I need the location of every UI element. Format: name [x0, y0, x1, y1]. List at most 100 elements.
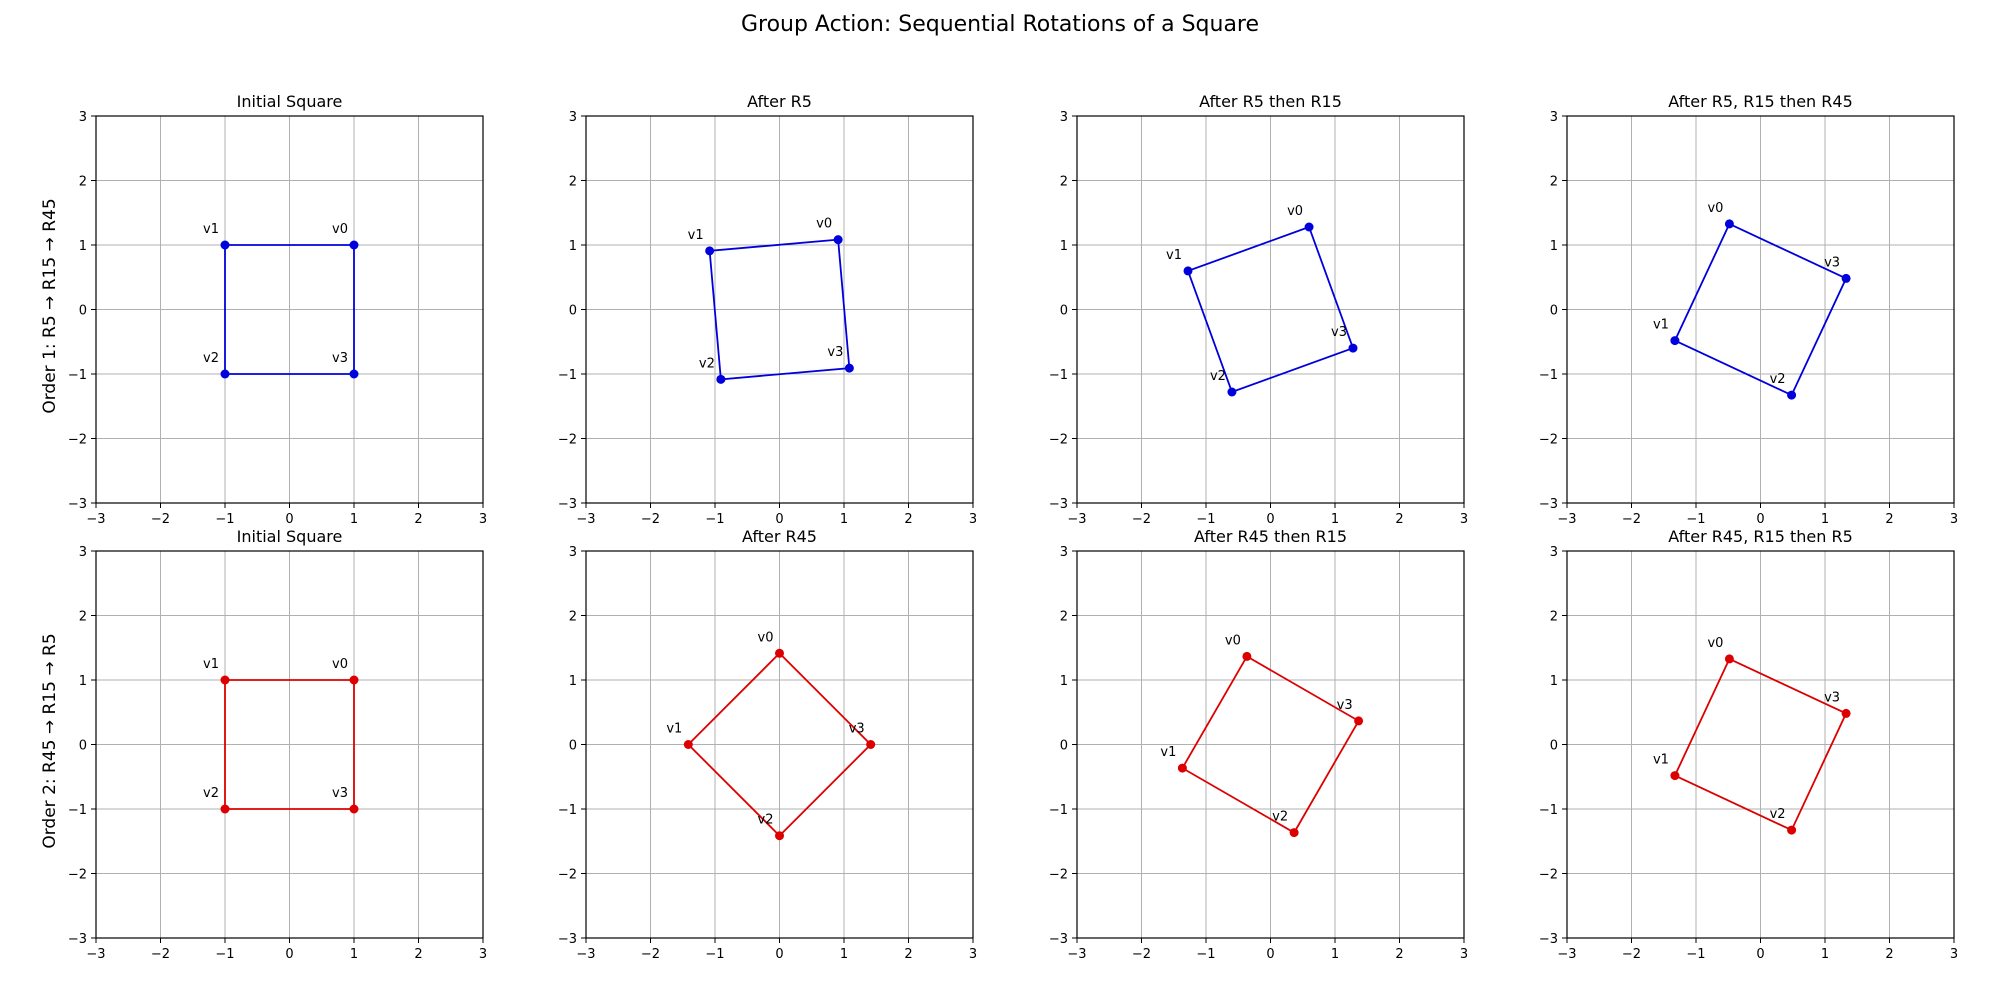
- x-tick-label: 3: [969, 947, 977, 962]
- x-tick-label: −1: [215, 512, 234, 527]
- vertex-label-v2: v2: [1210, 369, 1226, 384]
- x-tick-label: −3: [86, 512, 105, 527]
- x-tick-label: −2: [641, 512, 660, 527]
- y-tick-label: 3: [569, 110, 577, 125]
- x-tick-label: 2: [1885, 512, 1893, 527]
- y-tick-label: 2: [569, 175, 577, 190]
- x-tick-label: −3: [576, 947, 595, 962]
- vertex-label-v3: v3: [1337, 698, 1353, 713]
- vertex-point-v3: [349, 369, 359, 379]
- vertex-point-v2: [1787, 390, 1797, 400]
- vertex-label-v0: v0: [1287, 204, 1303, 219]
- x-tick-label: 0: [775, 512, 783, 527]
- vertex-point-v2: [220, 804, 230, 814]
- vertex-point-v1: [220, 675, 230, 685]
- vertex-label-v1: v1: [1166, 248, 1182, 263]
- y-tick-label: −2: [1539, 868, 1558, 883]
- y-tick-label: −3: [1049, 497, 1068, 512]
- y-tick-label: 0: [1060, 304, 1068, 319]
- subplot-title-r1c2: After R5: [747, 92, 812, 111]
- vertex-label-v2: v2: [699, 356, 715, 371]
- y-tick-label: −1: [1539, 368, 1558, 383]
- vertex-point-v0: [775, 648, 784, 658]
- vertex-label-v3: v3: [1824, 255, 1840, 270]
- vertex-point-v1: [1177, 763, 1187, 773]
- vertex-label-v3: v3: [1824, 690, 1840, 705]
- vertex-point-v0: [1304, 222, 1314, 232]
- x-tick-label: 0: [285, 947, 293, 962]
- x-tick-label: 2: [1395, 512, 1403, 527]
- y-tick-label: 0: [569, 304, 577, 319]
- y-tick-label: 3: [1060, 110, 1068, 125]
- vertex-label-v0: v0: [1707, 201, 1723, 216]
- y-tick-label: −3: [1539, 932, 1558, 947]
- y-tick-label: −1: [558, 803, 577, 818]
- x-tick-label: −1: [1686, 947, 1705, 962]
- x-tick-label: −3: [576, 512, 595, 527]
- y-tick-label: 3: [1060, 545, 1068, 560]
- row-label-order-2: Order 2: R45 → R15 → R5: [40, 633, 60, 849]
- x-tick-label: 3: [1460, 512, 1468, 527]
- y-tick-label: 3: [1550, 545, 1558, 560]
- vertex-point-v3: [349, 804, 359, 814]
- x-tick-label: 1: [840, 512, 848, 527]
- y-tick-label: −2: [68, 433, 87, 448]
- y-tick-label: 0: [569, 739, 577, 754]
- vertex-label-v2: v2: [203, 351, 219, 366]
- y-tick-label: 1: [569, 674, 577, 689]
- x-tick-label: 1: [1821, 512, 1829, 527]
- y-tick-label: 2: [79, 175, 87, 190]
- x-tick-label: −2: [1622, 512, 1641, 527]
- subplot-title-r1c1: Initial Square: [237, 92, 343, 111]
- vertex-label-v2: v2: [1770, 807, 1786, 822]
- vertex-point-v2: [1227, 387, 1237, 397]
- x-tick-label: 2: [414, 947, 422, 962]
- y-tick-label: 3: [79, 110, 87, 125]
- vertex-point-v0: [1724, 654, 1734, 664]
- x-tick-label: −1: [705, 512, 724, 527]
- x-tick-label: −3: [1067, 512, 1086, 527]
- y-tick-label: 0: [79, 304, 87, 319]
- vertex-point-v3: [1354, 716, 1364, 726]
- x-tick-label: −1: [1196, 947, 1215, 962]
- x-tick-label: −1: [1686, 512, 1705, 527]
- y-tick-label: 2: [79, 610, 87, 625]
- y-tick-label: 1: [79, 674, 87, 689]
- y-tick-label: −3: [68, 932, 87, 947]
- row-label-order-1: Order 1: R5 → R15 → R45: [40, 198, 60, 414]
- vertex-point-v3: [844, 363, 854, 373]
- y-tick-label: 1: [1550, 674, 1558, 689]
- vertex-label-v2: v2: [1770, 372, 1786, 387]
- vertex-label-v1: v1: [666, 722, 682, 737]
- vertex-label-v3: v3: [332, 351, 348, 366]
- vertex-point-v3: [866, 740, 876, 749]
- y-tick-label: −2: [1049, 868, 1068, 883]
- x-tick-label: 2: [904, 947, 912, 962]
- vertex-label-v2: v2: [1272, 810, 1288, 825]
- y-tick-label: −3: [68, 497, 87, 512]
- y-tick-label: −3: [558, 497, 577, 512]
- vertex-label-v3: v3: [1331, 325, 1347, 340]
- vertex-point-v1: [1670, 771, 1680, 781]
- vertex-label-v1: v1: [1160, 745, 1176, 760]
- vertex-label-v2: v2: [758, 813, 774, 828]
- vertex-label-v3: v3: [827, 345, 843, 360]
- x-tick-label: −1: [1196, 512, 1215, 527]
- y-tick-label: 2: [1550, 175, 1558, 190]
- subplot-title-r2c2: After R45: [742, 527, 817, 546]
- x-tick-label: 0: [1756, 947, 1764, 962]
- x-tick-label: 1: [1331, 512, 1339, 527]
- vertex-point-v2: [1289, 828, 1299, 838]
- y-tick-label: 2: [1550, 610, 1558, 625]
- vertex-label-v3: v3: [849, 722, 865, 737]
- subplot-title-r2c4: After R45, R15 then R5: [1668, 527, 1853, 546]
- subplot-title-r1c3: After R5 then R15: [1199, 92, 1342, 111]
- y-tick-label: −1: [1049, 803, 1068, 818]
- vertex-point-v1: [1670, 336, 1680, 346]
- x-tick-label: 3: [479, 947, 487, 962]
- vertex-point-v2: [220, 369, 230, 379]
- y-tick-label: −2: [68, 868, 87, 883]
- x-tick-label: 1: [1331, 947, 1339, 962]
- x-tick-label: 2: [904, 512, 912, 527]
